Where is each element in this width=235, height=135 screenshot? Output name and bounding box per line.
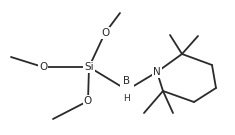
Text: O: O (84, 96, 92, 106)
Text: N: N (153, 67, 161, 77)
Text: H: H (124, 94, 130, 103)
Text: B: B (123, 76, 131, 86)
Text: Si: Si (84, 62, 94, 72)
Text: O: O (101, 28, 109, 38)
Text: O: O (39, 62, 47, 72)
